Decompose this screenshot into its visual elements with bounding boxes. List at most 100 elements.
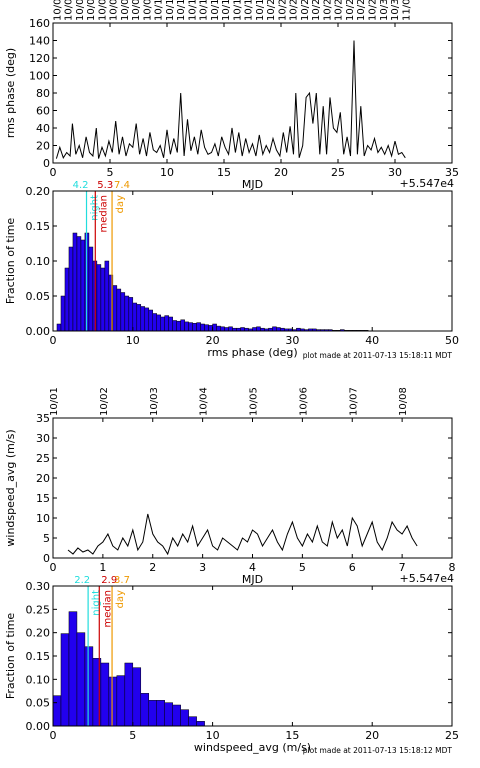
date-label: 10/25 bbox=[322, 0, 333, 21]
x-tick-label: 30 bbox=[388, 166, 402, 179]
histogram-bar bbox=[240, 327, 245, 332]
date-label: 10/20 bbox=[266, 0, 277, 21]
histogram-bar bbox=[84, 646, 94, 727]
histogram-bar bbox=[192, 323, 197, 332]
x-axis-label: MJD bbox=[242, 573, 263, 586]
median-label: median bbox=[102, 590, 113, 628]
x-tick-label: 20 bbox=[274, 166, 288, 179]
y-tick-label: 0.25 bbox=[26, 603, 51, 616]
y-tick-label: 20 bbox=[36, 472, 50, 485]
date-label: 10/08 bbox=[398, 387, 409, 416]
histogram-bar bbox=[72, 232, 78, 332]
series-line bbox=[55, 40, 406, 159]
y-tick-label: 0.00 bbox=[26, 325, 51, 338]
date-label: 10/03 bbox=[75, 0, 86, 21]
plot-frame bbox=[52, 417, 453, 559]
date-label: 10/26 bbox=[334, 0, 345, 21]
date-label: 10/10 bbox=[154, 0, 165, 21]
y-tick-label: 0.20 bbox=[26, 627, 51, 640]
x-tick-label: 0 bbox=[50, 729, 57, 742]
x-axis-label: rms phase (deg) bbox=[207, 346, 297, 359]
date-label: 10/23 bbox=[300, 0, 311, 21]
date-label: 10/14 bbox=[199, 0, 210, 21]
plot-frame bbox=[52, 22, 453, 164]
histogram-bar bbox=[168, 316, 173, 332]
histogram-bar bbox=[96, 264, 102, 332]
date-label: 11/01 bbox=[401, 0, 412, 21]
histogram-bar bbox=[64, 267, 70, 332]
histogram-bar bbox=[144, 307, 150, 332]
histogram-bar bbox=[152, 313, 157, 332]
date-label: 10/21 bbox=[277, 0, 288, 21]
histogram-bar bbox=[60, 633, 70, 727]
histogram-bar bbox=[208, 325, 213, 332]
night-label: night bbox=[91, 590, 102, 616]
axis-offset-label: +5.547e4 bbox=[400, 572, 454, 585]
series-line bbox=[67, 513, 418, 556]
date-label: 10/11 bbox=[165, 0, 176, 21]
histogram-bar bbox=[140, 693, 150, 727]
date-label: 10/17 bbox=[232, 0, 243, 21]
histogram-bar bbox=[212, 323, 217, 332]
y-tick-label: 40 bbox=[36, 122, 50, 135]
x-tick-label: 10 bbox=[206, 729, 220, 742]
date-label: 10/24 bbox=[311, 0, 322, 21]
rms-histogram-panel: 4.2night5.3median7.4day010203040500.000.… bbox=[4, 180, 459, 360]
date-label: 10/16 bbox=[221, 0, 232, 21]
histogram-bar bbox=[220, 326, 225, 332]
histogram-bar bbox=[68, 246, 74, 332]
histogram-bar bbox=[224, 327, 229, 332]
rms-timeseries-panel: 10/01 10/02 10/03 10/04 10/05 10/06 10/07 10/08… bbox=[4, 0, 459, 191]
x-tick-label: 20 bbox=[365, 729, 379, 742]
histogram-bar bbox=[196, 721, 205, 727]
histogram-bar bbox=[272, 326, 277, 332]
day-label: day bbox=[115, 590, 126, 608]
y-tick-label: 0.05 bbox=[26, 697, 51, 710]
histogram-bar bbox=[68, 611, 78, 727]
date-label: 10/30 bbox=[379, 0, 390, 21]
median-value-label: 5.3 bbox=[97, 180, 113, 191]
histogram-bar bbox=[136, 304, 142, 332]
y-tick-label: 0.00 bbox=[26, 720, 51, 733]
histogram-bar bbox=[52, 695, 62, 727]
y-tick-label: 0.10 bbox=[26, 255, 51, 268]
histogram-bar bbox=[124, 295, 130, 332]
x-tick-label: 15 bbox=[285, 729, 299, 742]
histogram-bar bbox=[120, 292, 126, 332]
wind-timeseries-panel: 10/01 10/02 10/03 10/04 10/05 10/06 10/07 10/08… bbox=[4, 387, 456, 586]
night-value-label: 2.2 bbox=[74, 575, 90, 586]
plot-timestamp: plot made at 2011-07-13 15:18:11 MDT bbox=[303, 351, 453, 360]
histogram-bar bbox=[276, 327, 281, 332]
histogram-bar bbox=[104, 260, 110, 332]
x-tick-label: 2 bbox=[149, 561, 156, 574]
y-tick-label: 0 bbox=[43, 157, 50, 170]
y-axis-label: rms phase (deg) bbox=[4, 48, 17, 138]
y-tick-label: 160 bbox=[29, 17, 50, 30]
histogram-bar bbox=[200, 323, 205, 332]
date-label: 10/06 bbox=[298, 387, 309, 416]
x-tick-label: 15 bbox=[217, 166, 231, 179]
histogram-bar bbox=[56, 323, 62, 332]
date-label: 10/02 bbox=[99, 387, 110, 416]
x-tick-label: 5 bbox=[129, 729, 136, 742]
histogram-bar bbox=[164, 702, 173, 727]
x-tick-label: 5 bbox=[107, 166, 114, 179]
histogram-bar bbox=[184, 321, 189, 332]
date-label: 10/09 bbox=[142, 0, 153, 21]
histogram-bar bbox=[76, 632, 86, 727]
x-tick-label: 10 bbox=[126, 334, 140, 347]
histogram-bar bbox=[228, 326, 233, 332]
histogram-bar bbox=[252, 327, 257, 332]
histogram-bar bbox=[188, 716, 197, 727]
histogram-bar bbox=[100, 662, 110, 727]
y-tick-label: 20 bbox=[36, 140, 50, 153]
x-tick-label: 20 bbox=[206, 334, 220, 347]
day-value-label: 3.7 bbox=[114, 575, 130, 586]
y-tick-label: 5 bbox=[43, 532, 50, 545]
date-label: 10/06 bbox=[109, 0, 120, 21]
histogram-bar bbox=[60, 295, 66, 332]
day-value-label: 7.4 bbox=[114, 180, 130, 191]
median-label: median bbox=[98, 195, 109, 233]
